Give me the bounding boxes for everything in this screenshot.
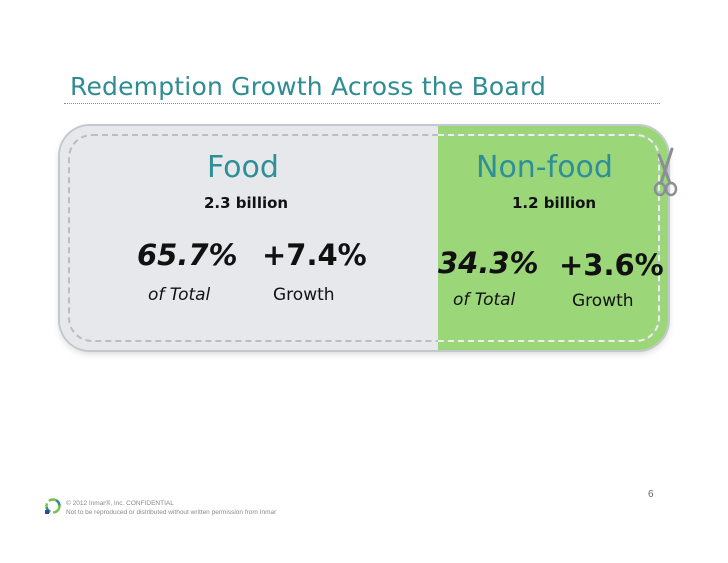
- food-panel: [60, 126, 438, 350]
- footer-disclaimer: Not to be reproduced or distributed with…: [66, 509, 277, 516]
- nonfood-share: 34.3%: [438, 246, 539, 280]
- food-category-name: Food: [207, 150, 279, 185]
- scissors-icon: [653, 147, 678, 197]
- food-growth-label: Growth: [273, 285, 335, 305]
- food-share-label: of Total: [148, 285, 211, 305]
- coupon-panel: [60, 126, 668, 350]
- title-divider: [64, 103, 660, 104]
- footer-copyright: © 2012 Inmar®, Inc. CONFIDENTIAL: [66, 500, 174, 507]
- food-total: 2.3 billion: [204, 194, 289, 212]
- nonfood-panel: [438, 126, 668, 350]
- slide-title: Redemption Growth Across the Board: [70, 72, 547, 101]
- nonfood-growth-label: Growth: [572, 291, 634, 311]
- page-number: 6: [648, 489, 654, 500]
- nonfood-total: 1.2 billion: [512, 194, 597, 212]
- food-share: 65.7%: [137, 238, 238, 272]
- nonfood-category-name: Non-food: [476, 150, 613, 185]
- nonfood-share-label: of Total: [453, 290, 516, 310]
- nonfood-growth: +3.6%: [559, 248, 664, 282]
- inmar-logo: [45, 498, 61, 514]
- food-growth: +7.4%: [262, 238, 367, 272]
- nonfood-dashed-border: [438, 134, 660, 342]
